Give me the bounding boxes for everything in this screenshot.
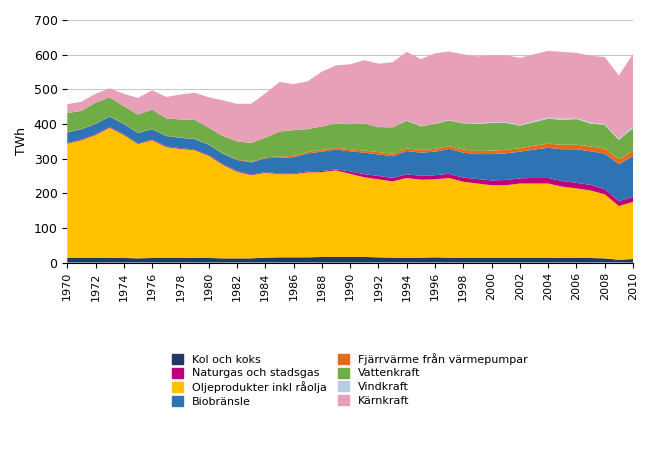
Legend: Kol och koks, Naturgas och stadsgas, Oljeprodukter inkl råolja, Biobränsle, Fjär: Kol och koks, Naturgas och stadsgas, Olj… xyxy=(172,353,528,407)
Y-axis label: TWh: TWh xyxy=(15,127,28,155)
